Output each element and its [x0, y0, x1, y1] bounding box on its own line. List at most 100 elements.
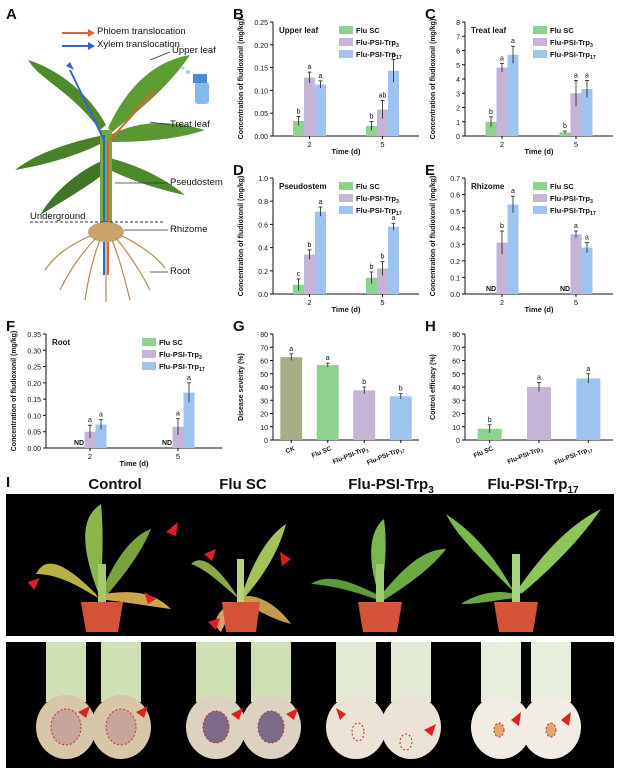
bar [353, 390, 376, 440]
panel-letter-i: I [6, 474, 11, 491]
significance-letter: b [362, 379, 366, 386]
x-tick-label: Flu SC [311, 445, 333, 459]
significance-letter: a [308, 64, 312, 71]
y-tick-label: 6 [456, 49, 460, 56]
y-tick-label: 0.25 [254, 20, 268, 27]
chart-root: 0.00 0.05 0.10 0.15 0.20 0.25 0.30 0.35 Concentr… [11, 331, 222, 468]
panel-letter-a: A [6, 6, 17, 23]
x-tick-label: 5 [380, 140, 384, 149]
y-tick-label: 0.05 [254, 111, 268, 118]
legend-label: Flu-PSI-Trp17 [159, 362, 205, 373]
panel-letter-b: B [233, 6, 244, 23]
x-tick-label: Flu-PSI-Trp3 [332, 445, 370, 467]
y-axis-label: Concentration of fludioxonil (mg/kg) [430, 19, 437, 140]
bar [389, 396, 412, 440]
significance-letter: b [370, 113, 374, 120]
plant-flu-sc [191, 524, 291, 632]
bar [315, 211, 326, 294]
y-axis-label: Concentration of fludioxonil (mg/kg) [238, 19, 245, 140]
y-tick-label: 5 [456, 63, 460, 70]
label-root: Root [170, 266, 191, 277]
bar [485, 121, 497, 136]
y-axis-label: Control efficacy (%) [430, 354, 437, 420]
legend-label: Flu SC [356, 182, 380, 191]
y-tick-label: 0.0 [450, 292, 460, 299]
panel-letter-f: F [6, 318, 16, 335]
significance-letter: a [99, 412, 103, 419]
y-tick-label: 20 [452, 412, 460, 419]
plant-psi3 [311, 519, 446, 632]
legend-label: Flu-PSI-Trp17 [550, 206, 596, 217]
bar [183, 392, 195, 448]
bar [366, 125, 377, 136]
legend-label: Flu-PSI-Trp3 [356, 38, 399, 49]
rhizome-flu-sc [186, 642, 301, 759]
chart-title: Upper leaf [279, 26, 318, 35]
y-tick-label: 0.8 [258, 199, 268, 206]
panel-letter-h: H [425, 318, 436, 335]
x-axis-label: Time (d) [331, 305, 361, 314]
significance-letter: a [392, 215, 396, 222]
red-arrows [28, 522, 291, 630]
y-axis-label: Concentration of fludioxonil (mg/kg) [238, 176, 245, 297]
y-tick-label: 0.5 [450, 209, 460, 216]
bar [304, 77, 315, 136]
bar [576, 378, 601, 440]
significance-letter: a [88, 417, 92, 424]
bar [570, 93, 582, 136]
roots [44, 235, 166, 302]
x-tick-label: 2 [500, 140, 504, 149]
chart-title: Pseudostem [279, 182, 327, 191]
significance-letter: b [370, 264, 374, 271]
legend-label: Flu SC [159, 338, 183, 347]
legend-label: Flu-PSI-Trp17 [356, 50, 402, 61]
significance-letter: a [319, 199, 323, 206]
y-tick-label: 0 [264, 438, 268, 445]
legend-label: Flu-PSI-Trp3 [159, 350, 202, 361]
y-tick-label: 0.0 [258, 292, 268, 299]
legend-label: Flu-PSI-Trp17 [356, 206, 402, 217]
bar [315, 84, 326, 136]
y-tick-label: 0 [456, 134, 460, 141]
rhizome [88, 222, 124, 242]
rhizome-psi17 [471, 642, 581, 759]
chart-title: Rhizome [471, 182, 505, 191]
legend-label: Flu-PSI-Trp17 [550, 50, 596, 61]
y-tick-label: 0.15 [27, 397, 41, 404]
x-tick-label: CK [285, 445, 297, 455]
y-tick-label: 50 [452, 372, 460, 379]
photo-title-psi3: Flu-PSI-Trp3 [348, 476, 434, 496]
phloem-label: Phloem translocation [97, 26, 186, 37]
y-tick-label: 0.00 [27, 446, 41, 453]
chart-treat-leaf: 0 1 2 3 4 5 6 7 8 Concentration of fludioxonil (m… [430, 19, 613, 156]
significance-letter: b [488, 417, 492, 424]
legend-swatch [533, 50, 547, 58]
legend-swatch [339, 38, 353, 46]
xylem-label: Xylem translocation [97, 39, 180, 50]
legend-swatch [533, 206, 547, 214]
y-tick-label: 0 [456, 438, 460, 445]
legend-swatch [339, 26, 353, 34]
bar [172, 426, 184, 448]
y-tick-label: 3 [456, 91, 460, 98]
x-axis-label: Time (d) [524, 305, 554, 314]
y-tick-label: 0.4 [258, 246, 268, 253]
y-tick-label: 70 [452, 345, 460, 352]
y-tick-label: 60 [260, 359, 268, 366]
y-tick-label: 0.10 [27, 413, 41, 420]
y-tick-label: 30 [452, 398, 460, 405]
label-upper-leaf: Upper leaf [172, 45, 216, 56]
significance-letter: a [537, 374, 541, 381]
bar [507, 54, 519, 136]
pseudostem [100, 130, 112, 225]
bar [280, 357, 303, 440]
significance-letter: a [585, 235, 589, 242]
legend-swatch [533, 194, 547, 202]
plant-schematic [15, 29, 209, 302]
legend-label: Flu-PSI-Trp3 [550, 38, 593, 49]
x-tick-label: 2 [307, 298, 311, 307]
significance-letter: b [500, 223, 504, 230]
legend-swatch [533, 26, 547, 34]
bar [559, 132, 571, 136]
bar [84, 431, 96, 448]
